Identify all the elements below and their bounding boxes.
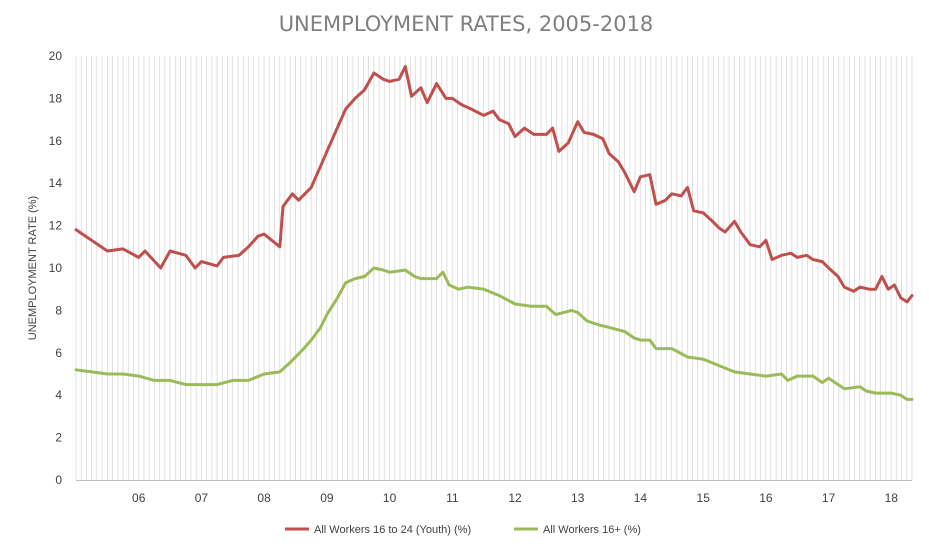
y-tick-label: 14 (49, 176, 63, 190)
chart-title: UNEMPLOYMENT RATES, 2005-2018 (279, 12, 654, 36)
x-tick-label: 09 (320, 491, 334, 505)
vertical-grid-lines (75, 56, 913, 480)
legend-item-youth-label: All Workers 16 to 24 (Youth) (%) (314, 524, 471, 536)
series-line-all-workers (74, 266, 914, 401)
y-tick-label: 12 (49, 219, 63, 233)
x-tick-label: 15 (697, 491, 711, 505)
y-tick-label: 0 (55, 473, 62, 487)
y-axis-title: UNEMPLOYMENT RATE (%) (27, 196, 39, 340)
x-tick-label: 16 (759, 491, 773, 505)
y-tick-label: 4 (55, 388, 62, 402)
y-tick-label: 10 (49, 261, 63, 275)
y-tick-label: 18 (49, 91, 63, 105)
x-tick-label: 13 (571, 491, 585, 505)
y-tick-label: 16 (49, 134, 63, 148)
legend: All Workers 16 to 24 (Youth) (%) All Work… (285, 524, 641, 536)
y-tick-label: 20 (49, 49, 63, 63)
y-tick-label: 8 (55, 303, 62, 317)
x-tick-label: 07 (195, 491, 209, 505)
x-axis-tick-labels: 06 07 08 09 10 11 12 13 14 15 16 17 18 (132, 491, 898, 505)
x-tick-label: 18 (885, 491, 899, 505)
legend-item-all-workers-label: All Workers 16+ (%) (543, 524, 641, 536)
x-tick-label: 11 (446, 491, 459, 505)
series-line-youth (74, 65, 914, 304)
x-tick-label: 06 (132, 491, 146, 505)
y-tick-label: 6 (55, 346, 62, 360)
y-tick-label: 2 (55, 431, 62, 445)
x-tick-label: 12 (508, 491, 522, 505)
x-tick-label: 08 (257, 491, 271, 505)
y-axis-tick-labels: 0 2 4 6 8 10 12 14 16 18 20 (49, 49, 63, 487)
x-tick-label: 10 (383, 491, 397, 505)
series-lines (74, 65, 914, 401)
x-tick-label: 14 (634, 491, 648, 505)
x-tick-label: 17 (822, 491, 836, 505)
